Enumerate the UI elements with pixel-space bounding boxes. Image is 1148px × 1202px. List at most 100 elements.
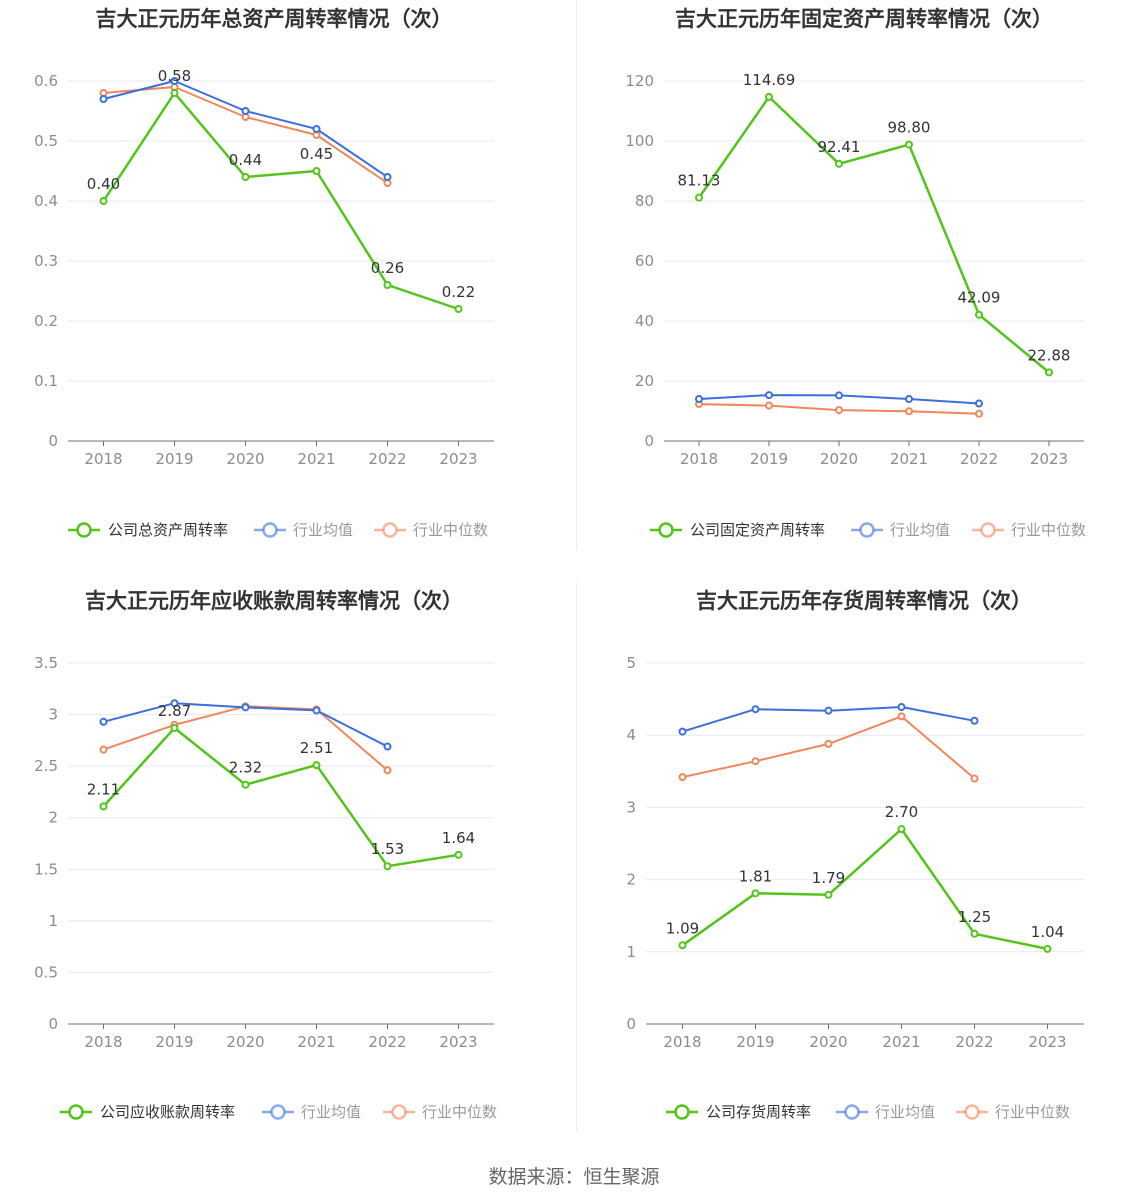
legend-item-industry-avg[interactable]: 行业均值: [262, 1103, 361, 1121]
data-point-company[interactable]: [897, 825, 906, 834]
data-point-company[interactable]: [975, 310, 983, 319]
legend-item-industry-avg[interactable]: 行业均值: [851, 521, 950, 539]
y-tick-label: 80: [635, 192, 654, 210]
legend-marker: [844, 1104, 860, 1120]
data-point-industry-avg[interactable]: [383, 173, 392, 181]
data-point-company[interactable]: [1043, 944, 1052, 953]
data-point-company[interactable]: [241, 173, 250, 181]
chart-title: 吉大正元历年应收账款周转率情况（次）: [85, 589, 463, 613]
data-point-company[interactable]: [312, 761, 321, 770]
data-label: 22.88: [1028, 346, 1071, 364]
data-point-industry-avg[interactable]: [970, 716, 979, 725]
x-tick-label: 2023: [439, 1033, 477, 1051]
data-point-industry-avg[interactable]: [312, 706, 321, 715]
data-point-company[interactable]: [454, 305, 463, 313]
chart-total-asset-turnover: 吉大正元历年总资产周转率情况（次） 0 0.1 0.2 0.3 0.4 0.5 0.6 2018…: [0, 0, 574, 580]
data-point-company[interactable]: [383, 862, 392, 871]
data-point-company[interactable]: [312, 167, 321, 175]
x-tick-label: 2022: [368, 1033, 406, 1051]
data-point-industry-avg[interactable]: [241, 703, 250, 712]
data-label: 0.40: [87, 175, 120, 193]
data-label: 2.11: [87, 780, 120, 798]
data-point-company[interactable]: [824, 890, 833, 899]
x-tick-label: 2022: [368, 450, 406, 468]
y-tick-label: 100: [625, 132, 654, 150]
data-point-industry-avg[interactable]: [170, 77, 179, 85]
data-point-industry-median[interactable]: [678, 773, 687, 782]
data-point-industry-median[interactable]: [824, 739, 833, 748]
y-tick-label: 2: [626, 871, 636, 889]
data-point-industry-median[interactable]: [835, 406, 843, 415]
legend-marker: [76, 522, 92, 538]
x-tick-label: 2022: [955, 1033, 993, 1051]
x-tick-label: 2021: [297, 450, 335, 468]
data-point-company[interactable]: [241, 780, 250, 789]
data-point-industry-median[interactable]: [897, 712, 906, 721]
data-point-company[interactable]: [1045, 368, 1053, 377]
legend-marker: [859, 522, 875, 538]
series-line-company: [681, 827, 1048, 951]
legend-item-company[interactable]: 公司固定资产周转率: [650, 521, 825, 539]
data-point-industry-avg[interactable]: [678, 727, 687, 736]
data-point-company[interactable]: [835, 159, 843, 168]
legend-item-industry-median[interactable]: 行业中位数: [956, 1103, 1070, 1121]
y-tick-label: 1: [626, 943, 636, 961]
data-point-industry-median[interactable]: [99, 745, 108, 754]
y-tick-label: 3: [48, 706, 58, 724]
data-point-industry-avg[interactable]: [751, 705, 760, 714]
legend-marker: [964, 1104, 980, 1120]
data-point-company[interactable]: [99, 802, 108, 811]
data-point-company[interactable]: [751, 889, 760, 898]
data-point-industry-median[interactable]: [383, 766, 392, 775]
data-point-company[interactable]: [454, 850, 463, 859]
data-point-company[interactable]: [970, 929, 979, 938]
data-point-industry-avg[interactable]: [975, 399, 983, 408]
legend-item-industry-avg[interactable]: 行业均值: [254, 521, 353, 539]
data-point-industry-avg[interactable]: [824, 706, 833, 715]
data-point-company[interactable]: [99, 197, 108, 205]
x-tick-label: 2022: [960, 450, 998, 468]
data-point-industry-avg[interactable]: [99, 95, 108, 103]
data-point-company[interactable]: [695, 193, 703, 202]
data-point-industry-avg[interactable]: [835, 391, 843, 400]
data-point-industry-avg[interactable]: [99, 717, 108, 726]
y-tick-label: 0.1: [34, 372, 58, 390]
legend-item-industry-median[interactable]: 行业中位数: [374, 521, 488, 539]
legend-item-company[interactable]: 公司应收账款周转率: [60, 1103, 235, 1121]
data-point-company[interactable]: [765, 92, 773, 101]
legend-item-industry-avg[interactable]: 行业均值: [836, 1103, 935, 1121]
data-point-industry-median[interactable]: [765, 401, 773, 410]
data-point-company[interactable]: [170, 723, 179, 732]
x-tick-label: 2019: [155, 450, 193, 468]
data-point-company[interactable]: [905, 140, 913, 149]
legend-marker: [658, 522, 674, 538]
data-point-industry-median[interactable]: [751, 757, 760, 766]
data-point-company[interactable]: [170, 89, 179, 97]
data-point-industry-avg[interactable]: [312, 125, 321, 133]
x-tick-label: 2021: [882, 1033, 920, 1051]
data-point-industry-avg[interactable]: [383, 742, 392, 751]
legend-marker: [980, 522, 996, 538]
x-tick-label: 2020: [226, 450, 264, 468]
data-point-industry-avg[interactable]: [765, 391, 773, 400]
data-point-industry-avg[interactable]: [170, 699, 179, 708]
chart-receivables-turnover: 吉大正元历年应收账款周转率情况（次） 0 0.5 1 1.5 2 2.5 3 3.5 2018 20…: [0, 582, 574, 1162]
legend-item-industry-median[interactable]: 行业中位数: [972, 521, 1086, 539]
legend-item-company[interactable]: 公司总资产周转率: [68, 521, 228, 539]
data-point-industry-median[interactable]: [975, 409, 983, 418]
data-point-industry-avg[interactable]: [897, 703, 906, 712]
x-tick-label: 2018: [680, 450, 718, 468]
data-point-industry-median[interactable]: [970, 774, 979, 783]
data-point-industry-avg[interactable]: [695, 395, 703, 403]
data-point-industry-avg[interactable]: [905, 395, 913, 403]
data-point-company[interactable]: [383, 281, 392, 289]
legend-marker: [68, 1104, 84, 1120]
x-tick-label: 2020: [809, 1033, 847, 1051]
legend-item-industry-median[interactable]: 行业中位数: [383, 1103, 497, 1121]
y-tick-label: 3.5: [34, 654, 58, 672]
data-point-company[interactable]: [678, 941, 687, 950]
legend-item-company[interactable]: 公司存货周转率: [666, 1103, 811, 1121]
data-point-industry-avg[interactable]: [241, 107, 250, 115]
x-tick-label: 2018: [84, 450, 122, 468]
data-point-industry-median[interactable]: [905, 407, 913, 416]
